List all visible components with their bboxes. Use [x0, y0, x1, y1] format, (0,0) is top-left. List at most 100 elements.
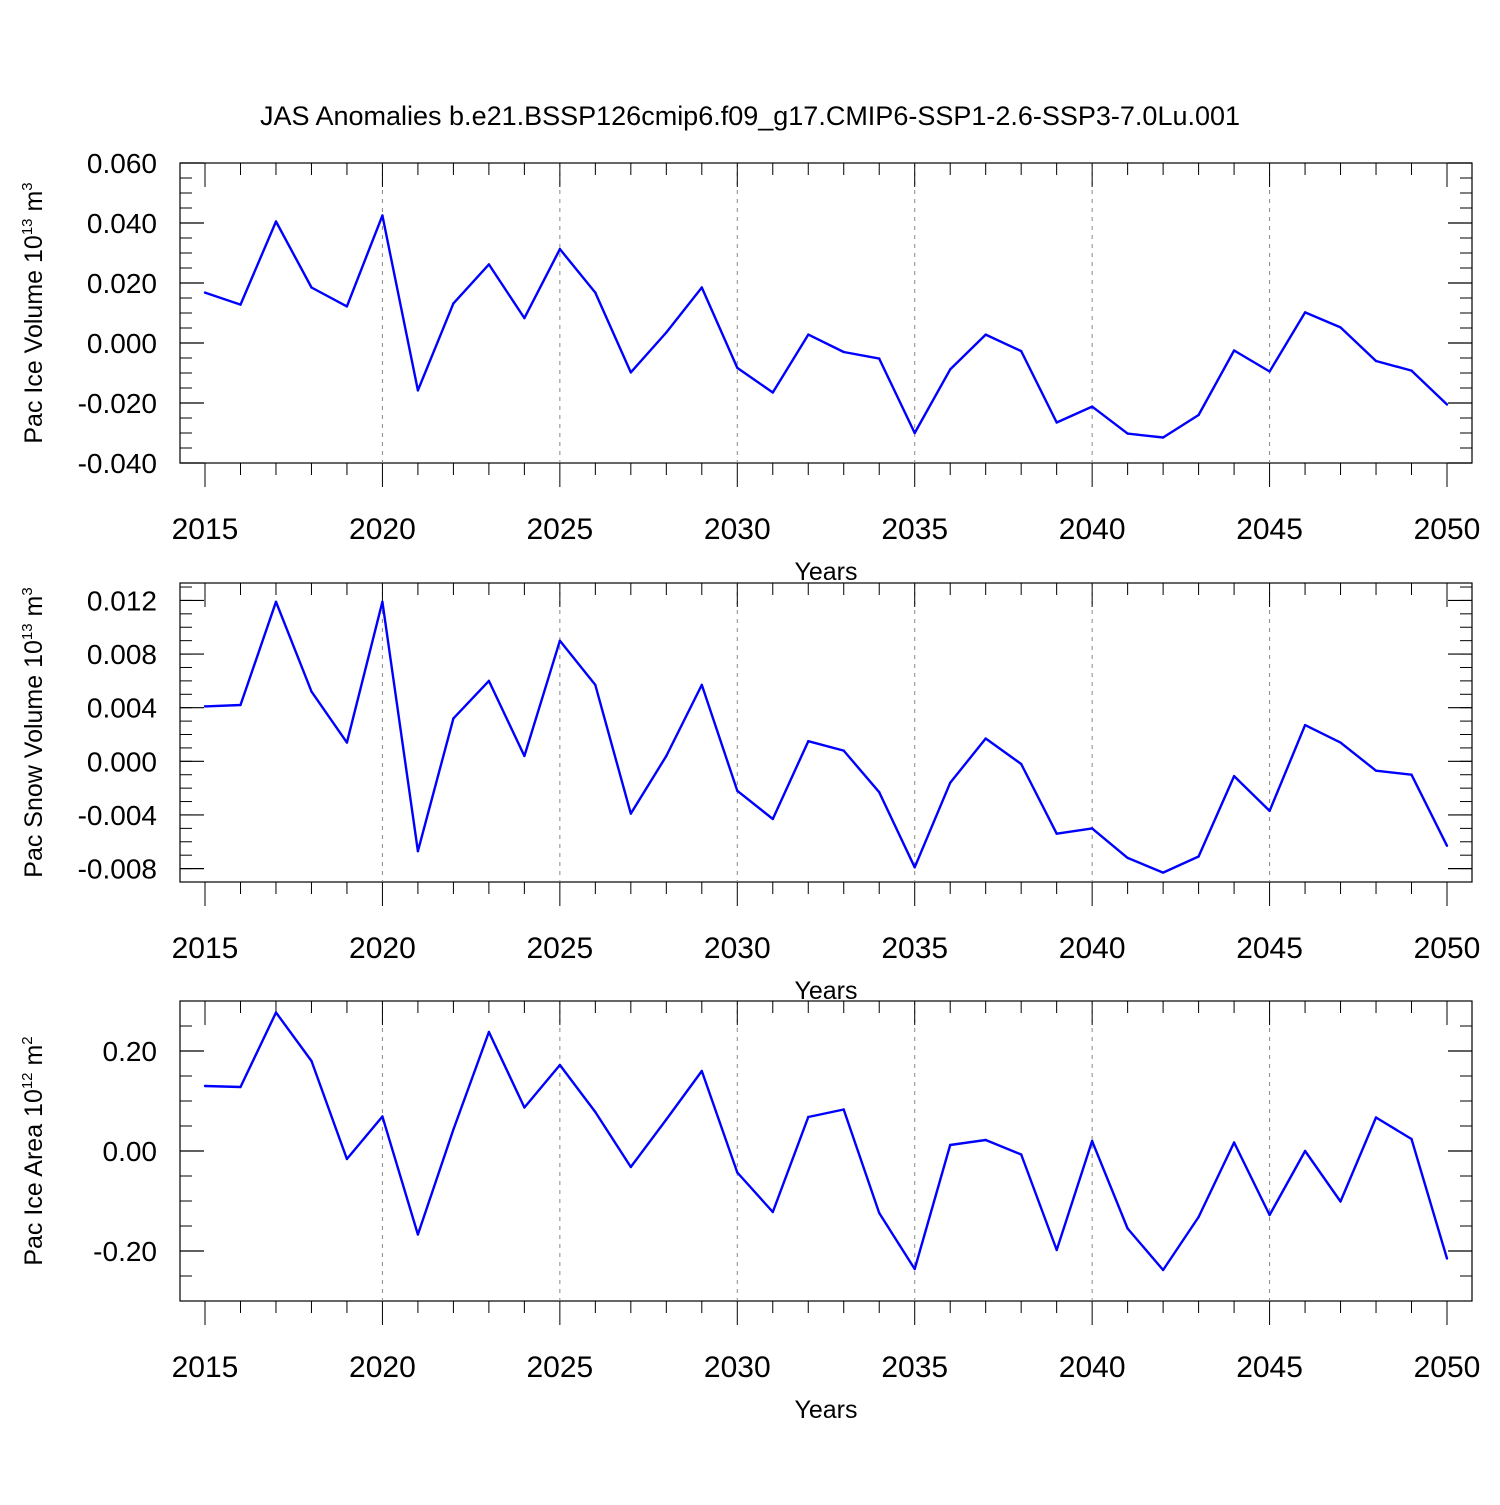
data-point — [239, 1085, 242, 1089]
x-tick-label: 2020 — [349, 513, 416, 546]
x-tick-label: 2015 — [172, 932, 239, 965]
x-tick-label: 2030 — [704, 932, 771, 965]
data-point — [807, 740, 810, 743]
y-tick-label: 0.000 — [87, 746, 157, 777]
data-point — [1090, 405, 1094, 408]
data-point — [984, 333, 987, 336]
x-axis-label: Years — [794, 977, 857, 1005]
x-tick-label: 2035 — [881, 1351, 948, 1384]
data-point — [487, 263, 491, 266]
data-point — [381, 214, 384, 217]
x-tick-label: 2025 — [526, 513, 593, 546]
data-point — [629, 812, 633, 815]
x-tick-label: 2030 — [704, 1351, 771, 1384]
data-point — [913, 431, 916, 435]
data-point — [878, 790, 881, 794]
x-tick-label: 2045 — [1236, 513, 1303, 546]
y-axis-label: Pac Snow Volume 1013 m3 — [19, 587, 48, 877]
data-point — [1232, 774, 1236, 778]
data-point — [310, 286, 313, 289]
data-point — [1161, 436, 1165, 439]
x-tick-label: 2015 — [172, 513, 239, 546]
data-point — [558, 639, 562, 642]
data-point — [984, 1138, 987, 1142]
data-point — [736, 1171, 739, 1174]
data-point — [416, 849, 420, 853]
data-point — [1339, 741, 1342, 744]
data-point — [700, 683, 703, 687]
data-point — [700, 1069, 703, 1073]
plot-frame — [179, 1000, 1473, 1302]
data-point — [1268, 370, 1271, 373]
data-point — [1126, 856, 1129, 860]
data-point — [807, 333, 810, 336]
data-point — [1197, 1215, 1200, 1219]
data-point — [345, 741, 349, 744]
x-tick-label: 2035 — [881, 513, 948, 546]
data-point — [345, 1157, 349, 1161]
data-point — [452, 302, 455, 305]
data-point — [949, 1143, 952, 1147]
data-point — [1161, 871, 1165, 874]
data-point — [594, 291, 597, 294]
data-point — [1374, 1116, 1378, 1119]
data-point — [416, 1233, 420, 1236]
data-point — [1303, 723, 1307, 727]
data-point — [629, 371, 633, 374]
x-tick-label: 2025 — [526, 1351, 593, 1384]
x-tick-label: 2050 — [1414, 1351, 1481, 1384]
data-point — [487, 679, 491, 683]
data-point — [1126, 432, 1129, 435]
data-point — [1410, 369, 1413, 372]
data-point — [274, 1011, 278, 1014]
data-point — [594, 683, 597, 687]
data-point — [1339, 1200, 1342, 1203]
x-tick-label: 2045 — [1236, 932, 1303, 965]
data-point — [203, 291, 207, 294]
data-point — [345, 305, 349, 308]
data-point — [1410, 773, 1413, 776]
data-point — [842, 350, 845, 354]
series-line — [204, 214, 1448, 439]
data-point — [1445, 1257, 1449, 1260]
data-point — [452, 1128, 455, 1131]
y-tick-label: 0.00 — [103, 1136, 158, 1167]
x-tick-label: 2040 — [1059, 932, 1126, 965]
data-point — [523, 754, 526, 758]
x-tick-label: 2020 — [349, 932, 416, 965]
data-point — [239, 703, 242, 707]
data-point — [381, 1115, 384, 1118]
data-point — [1019, 1153, 1023, 1156]
data-point — [1232, 1141, 1236, 1144]
data-point — [1197, 855, 1200, 858]
chart-panel-2: 0.012 0.008 0.004 0.000 -0.004 -0.008 2015 2020… — [19, 582, 1480, 1005]
data-point — [1445, 844, 1449, 847]
data-point — [239, 303, 242, 306]
x-tick-label: 2025 — [526, 932, 593, 965]
data-point — [878, 357, 881, 360]
x-axis-label: Years — [794, 1396, 857, 1424]
data-point — [1445, 403, 1449, 406]
data-point — [310, 690, 313, 693]
data-point — [700, 286, 703, 289]
y-tick-label: 0.008 — [87, 639, 157, 670]
chart-title: JAS Anomalies b.e21.BSSP126cmip6.f09_g17… — [260, 101, 1240, 131]
data-point — [416, 389, 420, 392]
series-line — [204, 600, 1449, 874]
y-tick-label: 0.012 — [87, 585, 157, 616]
chart-panel-3: 0.20 0.00 -0.20 2015 2020 2025 2030 2035 2040 204… — [19, 1000, 1481, 1424]
data-point — [949, 781, 952, 784]
data-point — [1410, 1137, 1413, 1141]
data-point — [1055, 1248, 1058, 1252]
data-point — [949, 368, 952, 371]
data-point — [665, 331, 668, 334]
plot-frame — [179, 162, 1473, 464]
data-point — [807, 1115, 810, 1119]
y-tick-label: 0.20 — [103, 1036, 158, 1067]
data-point — [984, 737, 987, 740]
data-point — [665, 1118, 668, 1121]
data-point — [1197, 413, 1200, 417]
y-tick-label: -0.040 — [78, 448, 157, 479]
x-tick-label: 2040 — [1059, 513, 1126, 546]
